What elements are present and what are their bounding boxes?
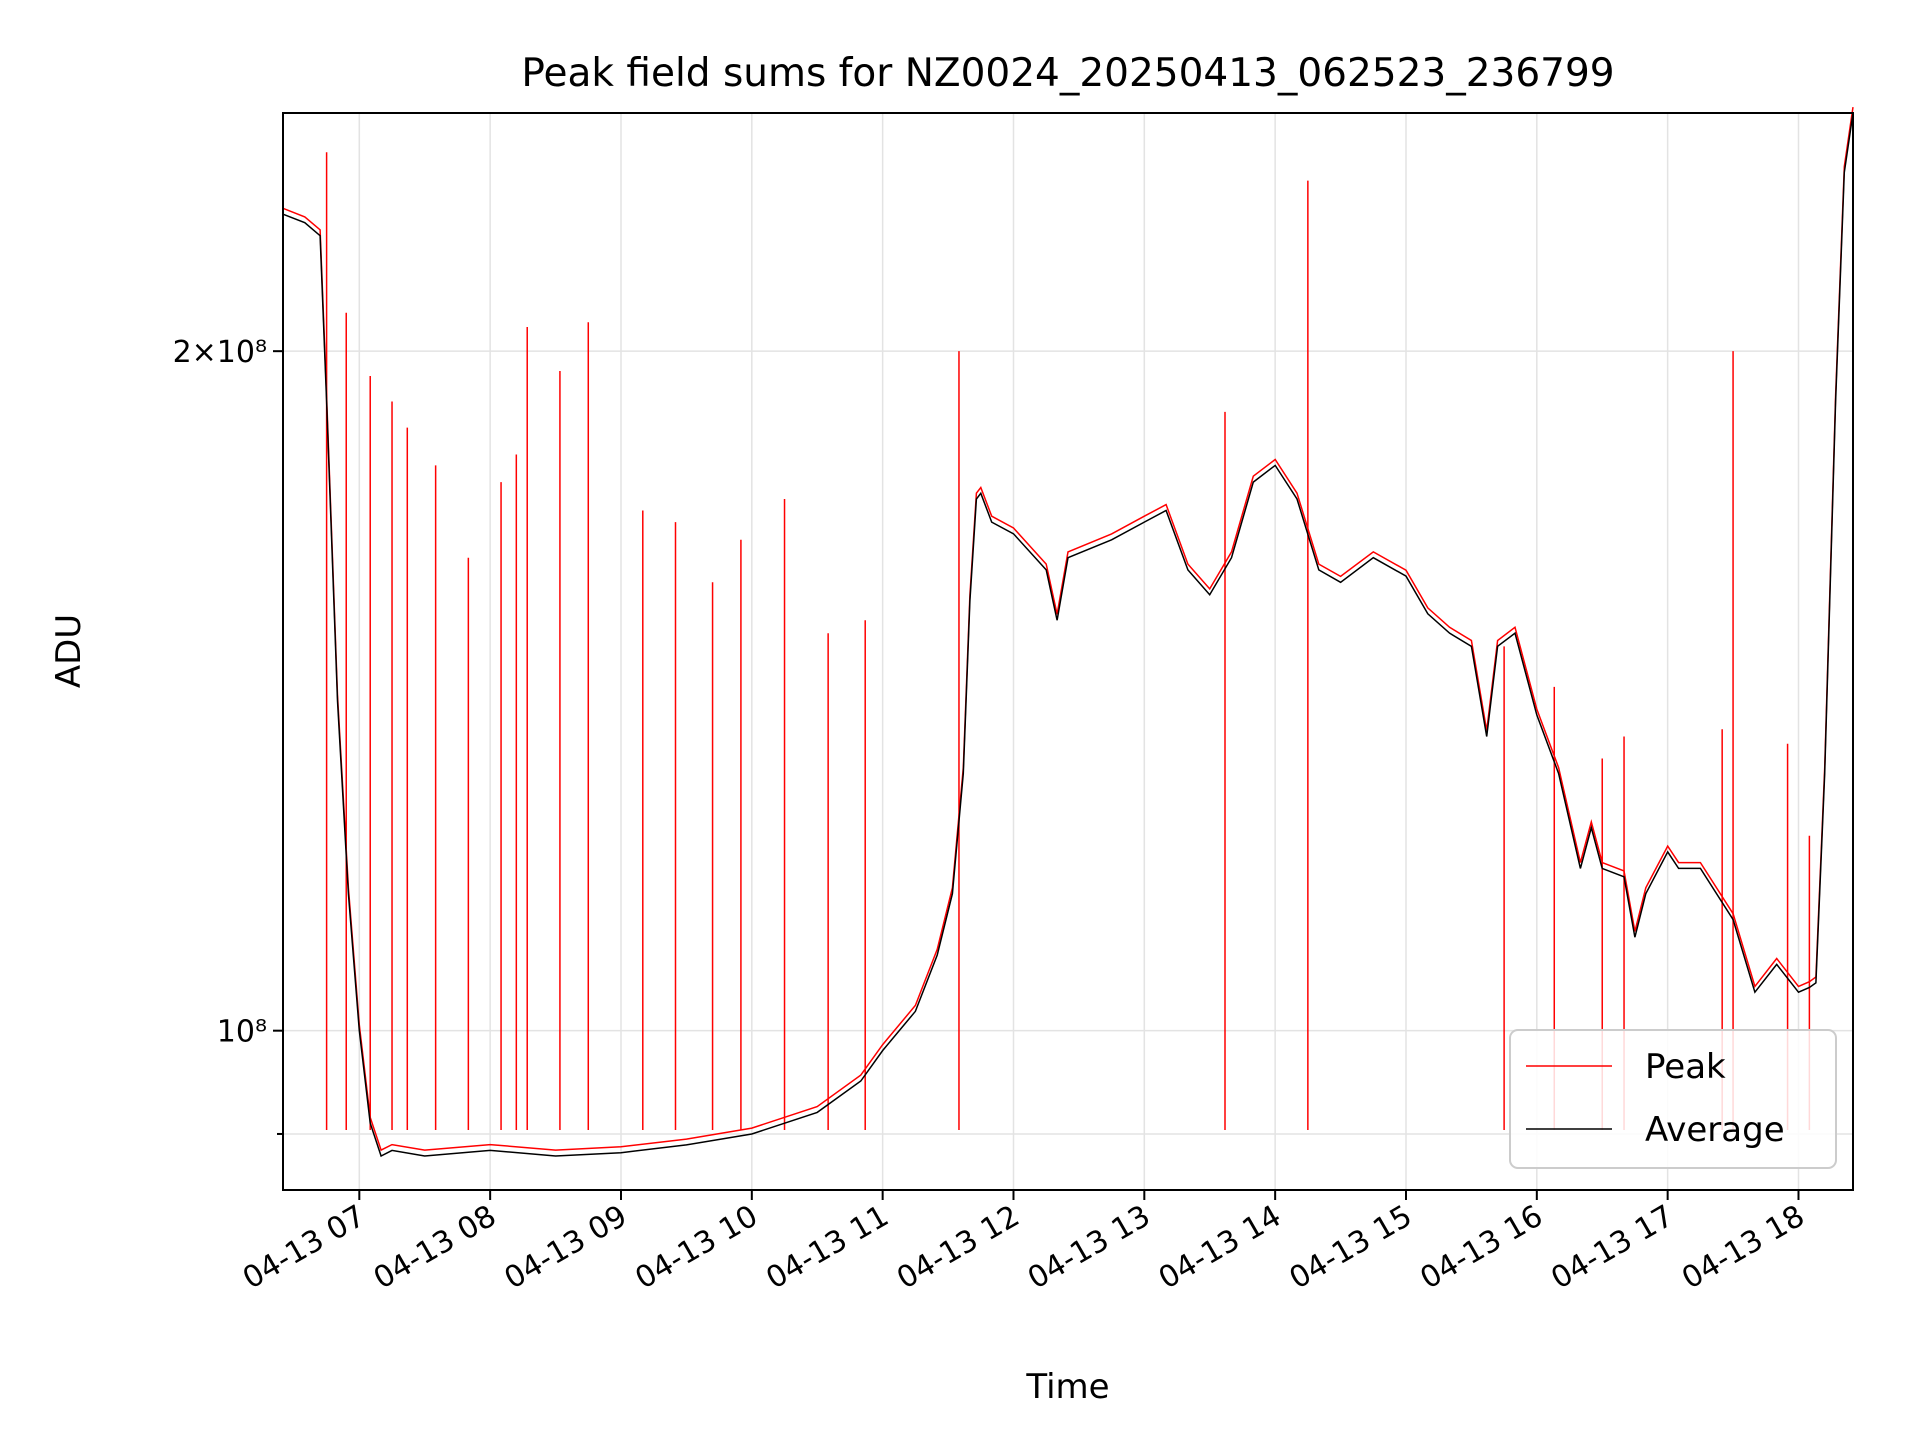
grid xyxy=(283,113,1853,1190)
series-peak xyxy=(282,106,1854,1152)
legend: Peak Average xyxy=(1509,1029,1837,1169)
y-axis: 2×10⁸ 10⁸ xyxy=(173,335,283,1135)
plot-frame xyxy=(282,112,1854,1191)
y-axis-label: ADU xyxy=(49,614,89,688)
chart-title: Peak field sums for NZ0024_20250413_0625… xyxy=(521,51,1614,96)
y-tick-label: 2×10⁸ xyxy=(173,335,267,370)
average-line xyxy=(282,112,1854,1158)
series-layer xyxy=(282,106,1854,1158)
legend-box xyxy=(1509,1029,1837,1169)
x-axis-label: Time xyxy=(1025,1367,1109,1407)
y-tick-label: 10⁸ xyxy=(217,1015,267,1050)
peak-line xyxy=(282,106,1854,1152)
series-average xyxy=(282,112,1854,1158)
legend-label-peak: Peak xyxy=(1645,1047,1726,1087)
legend-label-average: Average xyxy=(1645,1110,1785,1150)
